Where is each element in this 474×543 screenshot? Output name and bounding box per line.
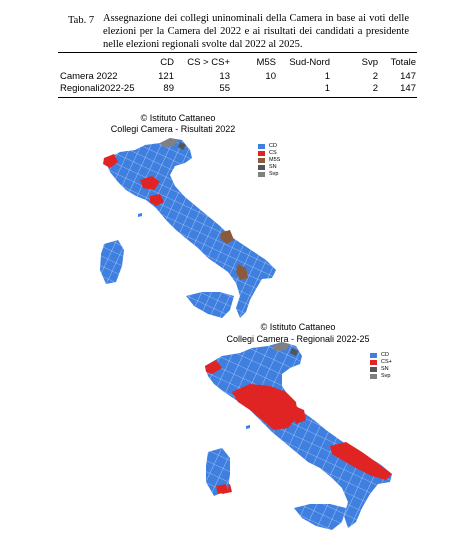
legend-label: Svp: [269, 171, 279, 177]
table-caption: Assegnazione dei collegi uninominali del…: [103, 13, 409, 50]
cell: 89: [163, 82, 174, 94]
map1-island: [138, 213, 142, 217]
legend-item: SN: [370, 366, 392, 373]
legend-swatch: [258, 151, 265, 156]
map1-subtitle: Collegi Camera - Risultati 2022: [110, 124, 236, 134]
legend-label: SN: [381, 366, 389, 372]
legend-swatch: [370, 360, 377, 365]
header-svp: Svp: [361, 57, 378, 68]
legend-item: CD: [258, 143, 280, 150]
table-row: Regionali2022-25 89 55 1 2 147: [60, 82, 416, 94]
table-header-row: CD CS > CS+ M5S Sud-Nord Svp Totale: [60, 55, 416, 70]
map2-region-cs-aosta: [205, 360, 222, 374]
map2-credit: © Istituto Cattaneo: [260, 322, 336, 332]
legend-label: CD: [381, 352, 389, 358]
row-label: Regionali2022-25: [60, 82, 135, 94]
map1-region-cs-emilia: [140, 176, 160, 190]
map2-region-cs-emilia-tuscany: [232, 384, 298, 430]
cell: 10: [265, 70, 276, 82]
legend-item: M5S: [258, 157, 280, 164]
cell: 147: [400, 70, 416, 82]
table-bottom-rule: [58, 97, 417, 98]
legend-swatch: [258, 144, 265, 149]
map1-region-m5s-calabria: [236, 264, 248, 280]
map1-region-cs-aosta: [103, 154, 118, 168]
legend-swatch: [370, 374, 377, 379]
cell: 1: [324, 82, 330, 94]
map2-subtitle: Collegi Camera - Regionali 2022-25: [226, 334, 370, 344]
legend-swatch: [370, 353, 377, 358]
cell: 2: [372, 82, 378, 94]
legend-swatch: [258, 165, 265, 170]
legend-swatch: [258, 158, 265, 163]
map2-island: [246, 425, 250, 429]
legend-label: CS: [269, 150, 277, 156]
cell: 1: [324, 70, 330, 82]
map2-region-sn: [290, 348, 298, 356]
legend-swatch: [258, 172, 265, 177]
legend-label: SN: [269, 164, 277, 170]
map1-region-cs-tuscany: [150, 194, 164, 206]
row-label: Camera 2022: [60, 70, 118, 82]
map2-legend: CD CS+ SN Svp: [370, 352, 392, 380]
map1-region-sn: [178, 142, 186, 150]
legend-label: CS+: [381, 359, 392, 365]
cell: 55: [219, 82, 230, 94]
header-sud-nord: Sud-Nord: [289, 57, 330, 68]
map1-region-svp: [160, 138, 178, 147]
table-label: Tab. 7: [68, 15, 95, 26]
results-table: CD CS > CS+ M5S Sud-Nord Svp Totale Came…: [60, 55, 416, 94]
header-cd: CD: [160, 57, 174, 68]
legend-item: SN: [258, 164, 280, 171]
header-m5s: M5S: [256, 57, 276, 68]
map2-region-svp: [272, 342, 290, 351]
map2-region-cs-umbria: [290, 404, 306, 424]
cell: 2: [372, 70, 378, 82]
legend-item: CS+: [370, 359, 392, 366]
cell: 13: [219, 70, 230, 82]
map2-region-cs-campania: [330, 442, 392, 480]
header-totale: Totale: [390, 57, 416, 68]
legend-item: CS: [258, 150, 280, 157]
legend-label: Svp: [381, 373, 391, 379]
cell: 121: [158, 70, 174, 82]
legend-item: Svp: [258, 171, 280, 178]
map1-region-m5s-naples: [220, 230, 234, 244]
table-top-rule: [58, 52, 417, 53]
header-cs: CS > CS+: [187, 57, 230, 68]
legend-label: CD: [269, 143, 277, 149]
legend-swatch: [370, 367, 377, 372]
table-row: Camera 2022 121 13 10 1 2 147: [60, 70, 416, 82]
map1-credit: © Istituto Cattaneo: [140, 113, 216, 123]
legend-item: Svp: [370, 373, 392, 380]
legend-item: CD: [370, 352, 392, 359]
legend-label: M5S: [269, 157, 281, 163]
map1-legend: CD CS M5S SN Svp: [258, 143, 280, 178]
cell: 147: [400, 82, 416, 94]
